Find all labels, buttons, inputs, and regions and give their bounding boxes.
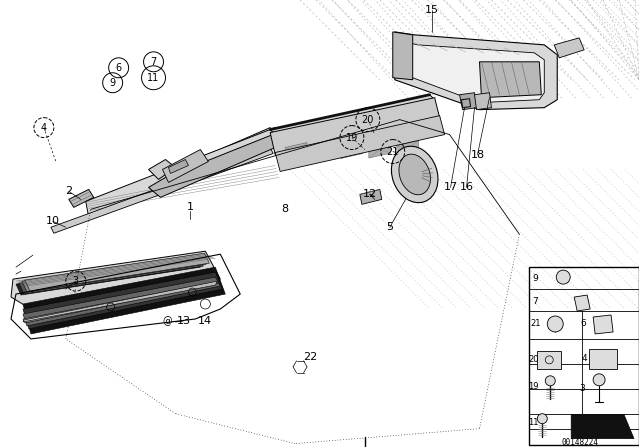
Polygon shape (89, 134, 272, 213)
Polygon shape (89, 133, 272, 209)
Text: 2: 2 (65, 186, 72, 196)
Polygon shape (479, 62, 541, 98)
Polygon shape (270, 98, 440, 155)
Ellipse shape (392, 146, 438, 202)
Text: 17: 17 (444, 182, 458, 192)
Text: 21: 21 (530, 319, 541, 328)
Ellipse shape (399, 154, 431, 195)
Polygon shape (148, 159, 175, 180)
Text: 9: 9 (532, 274, 538, 283)
Polygon shape (460, 93, 477, 110)
Text: 7: 7 (150, 57, 157, 67)
Circle shape (538, 414, 547, 424)
Text: @: @ (163, 316, 172, 326)
Polygon shape (395, 32, 557, 110)
Text: 1: 1 (187, 202, 194, 212)
Polygon shape (270, 95, 435, 134)
Circle shape (547, 316, 563, 332)
Polygon shape (23, 267, 225, 334)
Bar (529, 267, 639, 444)
Polygon shape (275, 116, 445, 172)
Polygon shape (393, 32, 413, 80)
Polygon shape (23, 272, 222, 329)
Polygon shape (148, 129, 290, 198)
Polygon shape (168, 159, 188, 173)
Polygon shape (89, 137, 272, 217)
Text: 00148224: 00148224 (562, 438, 598, 447)
Text: 4: 4 (581, 354, 587, 363)
Text: 14: 14 (198, 316, 212, 326)
Polygon shape (574, 295, 590, 311)
Circle shape (556, 270, 570, 284)
Text: 12: 12 (363, 190, 377, 199)
Polygon shape (341, 142, 363, 159)
Polygon shape (404, 42, 544, 103)
Text: 16: 16 (460, 182, 474, 192)
Polygon shape (25, 253, 209, 291)
Circle shape (545, 376, 556, 386)
Polygon shape (313, 142, 335, 159)
Polygon shape (397, 141, 419, 158)
Text: 5: 5 (387, 222, 393, 232)
Polygon shape (11, 251, 220, 309)
Text: 22: 22 (303, 352, 317, 362)
Text: 20: 20 (528, 355, 539, 364)
Text: 9: 9 (109, 78, 116, 88)
Polygon shape (23, 282, 218, 323)
Text: 18: 18 (470, 150, 484, 159)
Text: 19: 19 (528, 382, 539, 391)
Text: 8: 8 (282, 204, 289, 214)
Polygon shape (68, 190, 93, 207)
Text: 6: 6 (580, 319, 586, 328)
Text: 15: 15 (425, 5, 438, 15)
Text: 6: 6 (116, 63, 122, 73)
Polygon shape (16, 257, 200, 295)
Text: 7: 7 (532, 297, 538, 306)
Text: 20: 20 (362, 115, 374, 125)
Polygon shape (554, 38, 584, 58)
Polygon shape (369, 141, 391, 158)
Text: 4: 4 (41, 123, 47, 133)
Text: 11: 11 (147, 73, 159, 83)
Text: 11: 11 (528, 418, 539, 427)
Polygon shape (285, 142, 307, 159)
Text: 13: 13 (177, 316, 191, 326)
Text: 19: 19 (346, 133, 358, 142)
Polygon shape (474, 93, 492, 110)
Circle shape (593, 374, 605, 386)
Polygon shape (538, 351, 561, 369)
Polygon shape (360, 190, 382, 204)
Polygon shape (572, 415, 634, 439)
Polygon shape (22, 254, 206, 292)
Text: 10: 10 (46, 216, 60, 226)
Polygon shape (163, 150, 209, 182)
Text: 21: 21 (387, 146, 399, 156)
Polygon shape (593, 315, 613, 334)
Polygon shape (19, 256, 204, 294)
Polygon shape (23, 277, 220, 326)
Polygon shape (589, 349, 617, 369)
Polygon shape (156, 128, 275, 185)
Polygon shape (51, 147, 273, 233)
Polygon shape (86, 128, 278, 217)
Text: 3: 3 (579, 384, 585, 393)
Polygon shape (23, 281, 218, 322)
Text: 3: 3 (73, 276, 79, 286)
